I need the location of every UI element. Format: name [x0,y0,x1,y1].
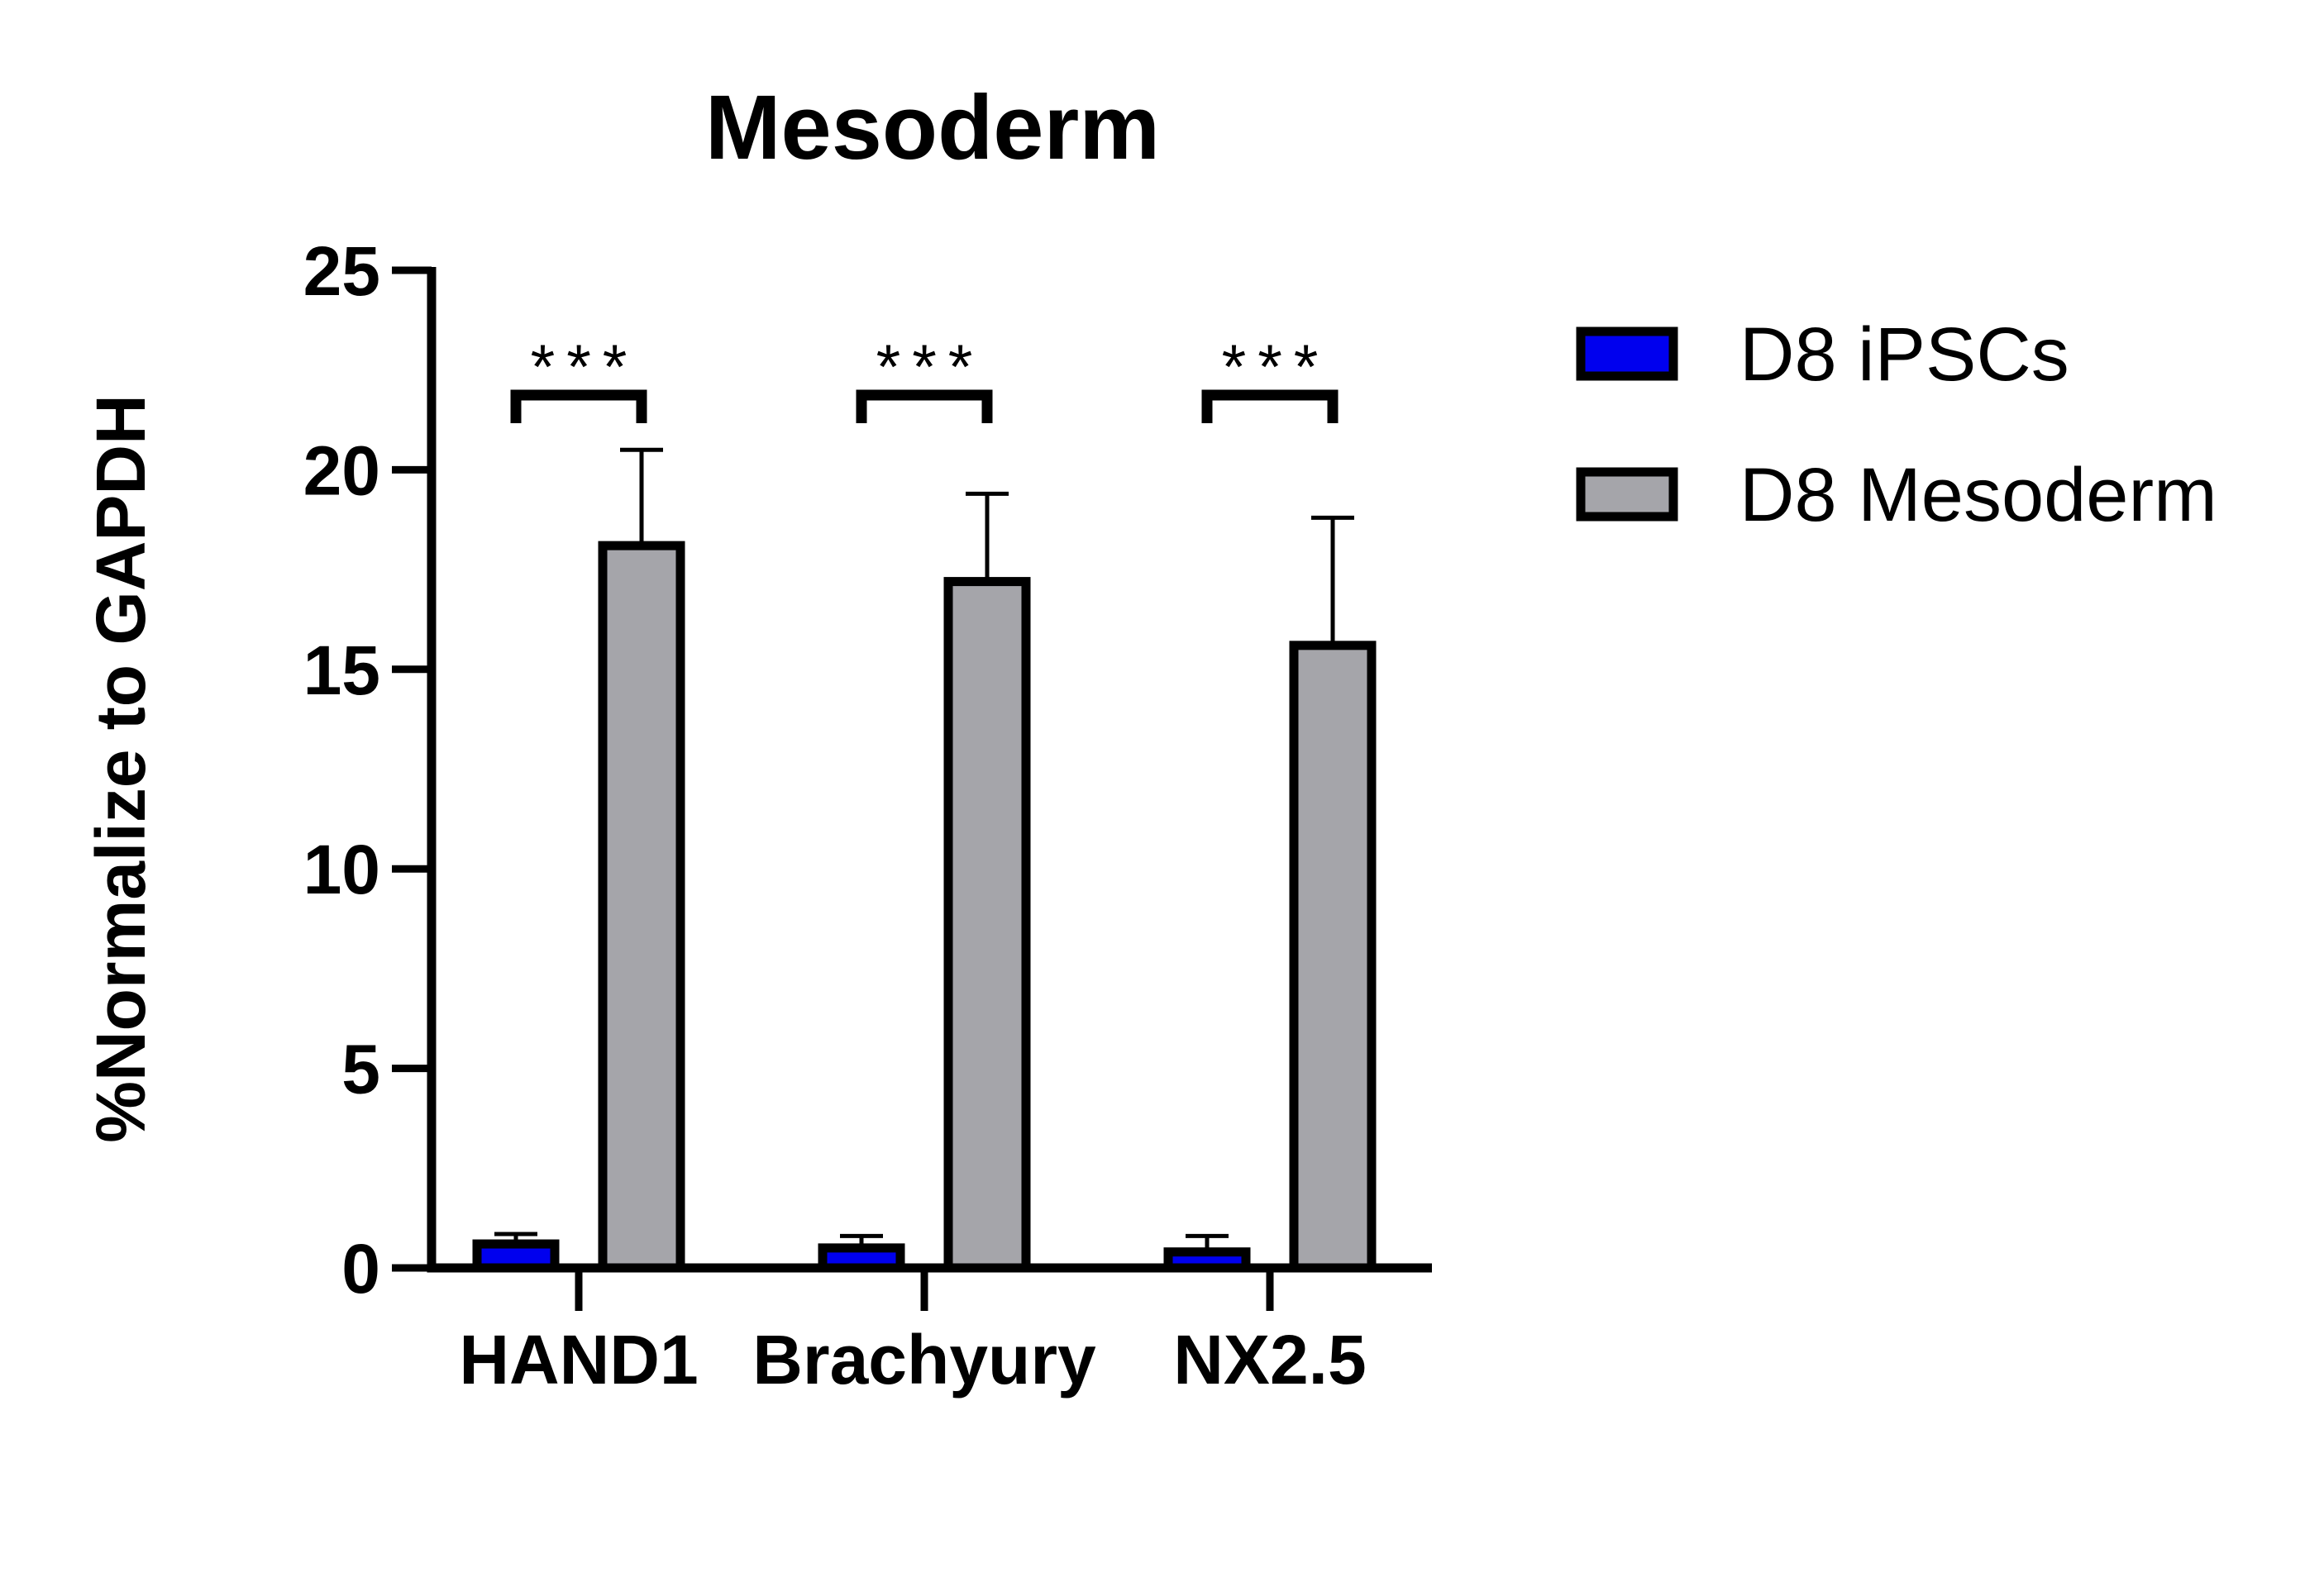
bar-ipscs [1163,1247,1251,1273]
significance-bracket [1201,389,1339,423]
axes: 0 5 10 15 20 25 HAND1 Brachyury NX2.5 [303,232,1432,1399]
bar-ipscs [818,1243,905,1273]
y-tick-label: 5 [341,1031,380,1108]
significance-markers: *** *** *** [510,332,1339,423]
significance-bracket [510,389,647,423]
significance-label: *** [531,332,639,403]
y-axis-label: %Normalize to GAPDH [82,394,160,1142]
bar-ipscs [472,1239,560,1273]
significance-label: *** [876,332,985,403]
significance-bracket [856,389,993,423]
bar-mesoderm [1289,641,1377,1273]
y-tick-label: 0 [341,1230,380,1308]
x-tick-label: Brachyury [752,1321,1096,1399]
y-tick-label: 15 [303,631,380,709]
significance-label: *** [1222,332,1330,403]
y-tick-label: 10 [303,831,380,908]
legend-label: D8 Mesoderm [1739,453,2217,537]
y-tick-label: 25 [303,232,380,310]
bar-mesoderm [943,577,1031,1273]
legend-label: D8 iPSCs [1739,312,2069,397]
chart-title: Mesoderm [705,77,1160,179]
y-tick-label: 20 [303,431,380,509]
x-tick-label: HAND1 [459,1321,698,1399]
x-tick-label: NX2.5 [1173,1321,1366,1399]
bars [472,447,1377,1273]
legend-swatch-mesoderm [1576,467,1678,522]
legend-swatch-ipscs [1576,326,1678,381]
bar-mesoderm [598,541,685,1273]
legend: D8 iPSCs D8 Mesoderm [1576,312,2217,537]
